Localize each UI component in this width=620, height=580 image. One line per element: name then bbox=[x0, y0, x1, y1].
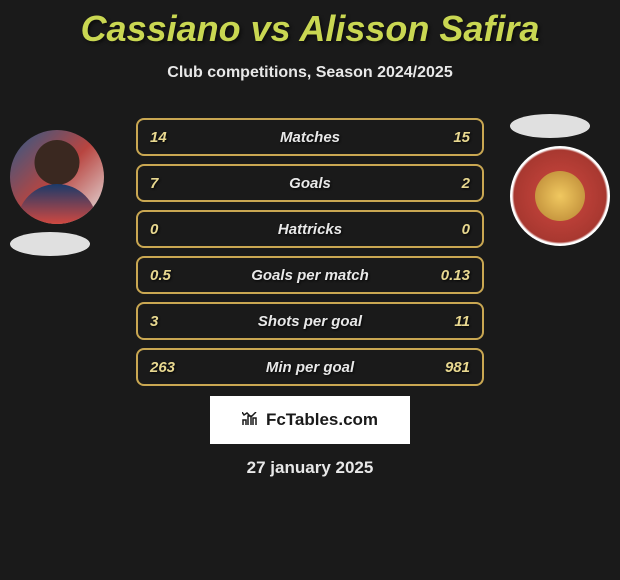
stat-name: Min per goal bbox=[266, 359, 354, 376]
page-title: Cassiano vs Alisson Safira bbox=[0, 0, 620, 50]
stat-left-value: 263 bbox=[150, 359, 210, 376]
stat-left-value: 0.5 bbox=[150, 267, 210, 284]
player-avatar-right-placeholder bbox=[510, 114, 590, 138]
stat-left-value: 14 bbox=[150, 129, 210, 146]
stat-left-value: 7 bbox=[150, 175, 210, 192]
stat-right-value: 2 bbox=[410, 175, 470, 192]
stat-right-value: 11 bbox=[410, 313, 470, 330]
stat-row: 7 Goals 2 bbox=[136, 164, 484, 202]
stat-name: Matches bbox=[280, 129, 340, 146]
team-badge-left-placeholder bbox=[10, 232, 90, 256]
branding-box: FcTables.com bbox=[210, 396, 410, 444]
team-badge-right bbox=[510, 146, 610, 246]
player-left-column bbox=[10, 130, 104, 256]
stat-right-value: 0 bbox=[410, 221, 470, 238]
player-right-column bbox=[510, 114, 610, 246]
branding-text: FcTables.com bbox=[266, 410, 378, 430]
stat-right-value: 15 bbox=[410, 129, 470, 146]
stat-name: Hattricks bbox=[278, 221, 342, 238]
content-area: 14 Matches 15 7 Goals 2 0 Hattricks 0 0.… bbox=[0, 112, 620, 478]
stat-row: 14 Matches 15 bbox=[136, 118, 484, 156]
stat-row: 0.5 Goals per match 0.13 bbox=[136, 256, 484, 294]
stat-name: Goals per match bbox=[251, 267, 369, 284]
player-avatar-left bbox=[10, 130, 104, 224]
stats-table: 14 Matches 15 7 Goals 2 0 Hattricks 0 0.… bbox=[136, 112, 484, 386]
stat-left-value: 0 bbox=[150, 221, 210, 238]
stat-name: Goals bbox=[289, 175, 331, 192]
stat-right-value: 0.13 bbox=[410, 267, 470, 284]
stat-row: 0 Hattricks 0 bbox=[136, 210, 484, 248]
eagle-icon bbox=[535, 171, 585, 221]
stat-left-value: 3 bbox=[150, 313, 210, 330]
chart-icon bbox=[242, 412, 260, 429]
stat-row: 3 Shots per goal 11 bbox=[136, 302, 484, 340]
stat-right-value: 981 bbox=[410, 359, 470, 376]
date-text: 27 january 2025 bbox=[0, 458, 620, 478]
subtitle: Club competitions, Season 2024/2025 bbox=[0, 64, 620, 82]
stat-name: Shots per goal bbox=[258, 313, 362, 330]
stat-row: 263 Min per goal 981 bbox=[136, 348, 484, 386]
